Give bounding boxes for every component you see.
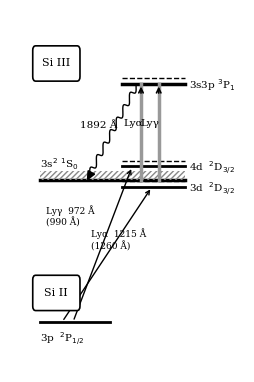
Bar — [40, 171, 185, 180]
Text: 3p  $^2$P$_{1/2}$: 3p $^2$P$_{1/2}$ — [40, 330, 84, 346]
Text: 1892 Å: 1892 Å — [80, 121, 117, 130]
Text: Lyα: Lyα — [123, 119, 143, 128]
Text: Si III: Si III — [42, 58, 70, 68]
Text: 3s3p $^3$P$_1$: 3s3p $^3$P$_1$ — [189, 77, 236, 93]
Text: 3s$^2$ $^1$S$_0$: 3s$^2$ $^1$S$_0$ — [40, 157, 78, 172]
FancyBboxPatch shape — [33, 46, 80, 81]
Text: Si II: Si II — [44, 288, 68, 298]
Text: 4d  $^2$D$_{3/2}$: 4d $^2$D$_{3/2}$ — [189, 159, 235, 176]
Text: Lyγ  972 Å
(990 Å): Lyγ 972 Å (990 Å) — [45, 205, 94, 228]
Text: Lyγ: Lyγ — [140, 119, 159, 128]
Polygon shape — [88, 171, 94, 180]
FancyBboxPatch shape — [33, 275, 80, 311]
Text: 3d  $^2$D$_{3/2}$: 3d $^2$D$_{3/2}$ — [189, 180, 235, 197]
Text: Lyα  1215 Å
(1260 Å): Lyα 1215 Å (1260 Å) — [91, 229, 146, 251]
